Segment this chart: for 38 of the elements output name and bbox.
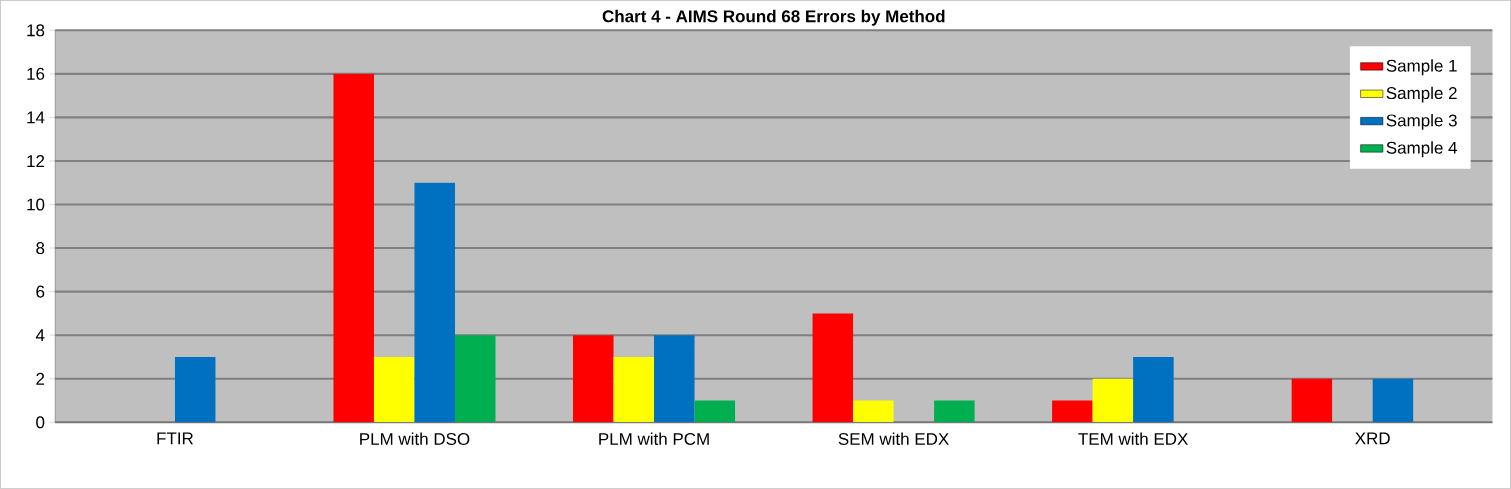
x-tick-label: FTIR — [157, 432, 194, 445]
bar — [694, 400, 736, 423]
y-tick-label: 10 — [27, 198, 45, 211]
bar — [1291, 378, 1333, 423]
chart-title: Chart 4 - AIMS Round 68 Errors by Method — [602, 9, 945, 26]
legend-label: Sample 3 — [1386, 114, 1457, 130]
bar — [573, 335, 614, 423]
bar — [454, 335, 496, 423]
bar — [654, 335, 695, 423]
x-tick-label: PLM with DSO — [360, 432, 470, 446]
bar — [1372, 378, 1414, 423]
y-tick-label: 14 — [27, 111, 45, 124]
legend-label: Sample 1 — [1386, 59, 1457, 76]
y-tick-label: 2 — [36, 372, 45, 385]
bar — [1092, 378, 1134, 423]
legend-label: Sample 2 — [1386, 86, 1457, 103]
bar — [934, 400, 975, 423]
legend-label: Sample 4 — [1386, 141, 1458, 158]
y-tick-label: 6 — [36, 285, 45, 298]
y-tick-label: 0 — [36, 416, 45, 429]
bar — [333, 73, 374, 423]
bar — [853, 400, 894, 423]
bar — [613, 357, 655, 423]
bar — [1133, 357, 1174, 423]
y-tick-label: 4 — [35, 329, 45, 342]
y-tick-label: 12 — [27, 155, 45, 167]
x-tick-label: XRD — [1355, 432, 1390, 445]
bar — [373, 357, 415, 423]
bar — [174, 357, 216, 423]
x-tick-label: SEM with EDX — [838, 432, 949, 446]
bar — [812, 313, 854, 423]
y-tick-label: 18 — [27, 24, 45, 37]
y-tick-label: 8 — [36, 242, 45, 255]
bar — [1052, 400, 1093, 423]
y-tick-label: 16 — [27, 67, 45, 80]
x-tick-label: TEM with EDX — [1078, 432, 1188, 446]
x-tick-label: PLM with PCM — [599, 432, 709, 446]
bar — [414, 182, 455, 423]
